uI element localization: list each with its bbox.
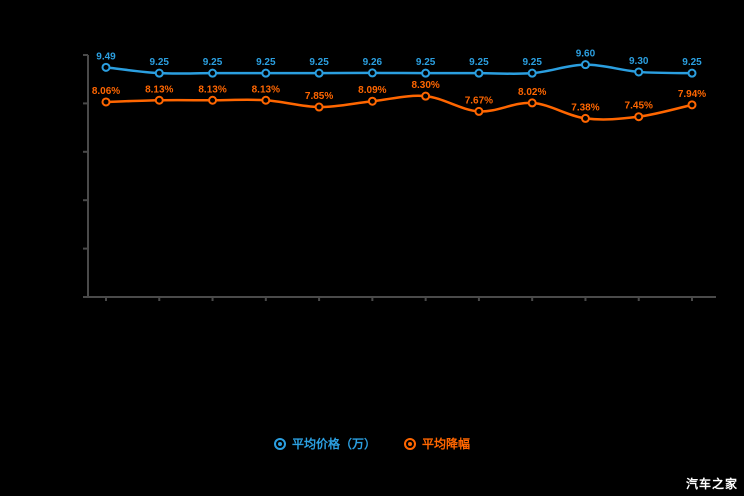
data-label-1-3: 8.13% <box>252 84 280 95</box>
data-point-1-2[interactable] <box>208 95 218 105</box>
data-point-1-7[interactable] <box>474 106 484 116</box>
data-label-1-5: 8.09% <box>358 85 386 96</box>
data-label-0-10: 9.30 <box>629 56 649 67</box>
data-label-1-1: 8.13% <box>145 84 173 95</box>
legend-marker-avg-discount-icon <box>404 438 416 450</box>
data-label-1-0: 8.06% <box>92 86 120 97</box>
data-point-1-6[interactable] <box>421 91 431 101</box>
data-point-1-4[interactable] <box>314 102 324 112</box>
data-point-0-0[interactable] <box>101 62 111 72</box>
data-point-0-10[interactable] <box>634 67 644 77</box>
data-point-0-9[interactable] <box>580 60 590 70</box>
legend-marker-core <box>277 442 282 446</box>
legend-marker-avg-price-icon <box>273 438 286 450</box>
data-point-0-2[interactable] <box>208 68 218 78</box>
data-point-1-3[interactable] <box>261 95 271 105</box>
data-label-1-6: 8.30% <box>411 80 439 91</box>
legend-item-avg-discount[interactable]: 平均降幅 <box>404 438 470 450</box>
data-point-1-0[interactable] <box>101 97 111 107</box>
data-label-1-10: 7.45% <box>625 101 653 112</box>
data-point-1-8[interactable] <box>527 98 537 108</box>
data-point-0-1[interactable] <box>154 68 164 78</box>
data-point-1-10[interactable] <box>634 112 644 122</box>
data-label-1-4: 7.85% <box>305 91 333 102</box>
data-label-0-4: 9.25 <box>309 57 329 68</box>
legend-item-avg-price[interactable]: 平均价格（万） <box>273 437 376 451</box>
data-label-0-0: 9.49 <box>96 51 116 62</box>
data-point-1-11[interactable] <box>687 100 697 110</box>
legend-label-avg-price: 平均价格（万） <box>291 437 376 451</box>
data-label-1-11: 7.94% <box>678 89 706 100</box>
data-label-0-3: 9.25 <box>256 57 276 68</box>
data-label-0-9: 9.60 <box>576 49 596 60</box>
watermark-autohome: 汽车之家 <box>685 477 738 491</box>
data-label-0-2: 9.25 <box>203 57 223 68</box>
data-point-0-8[interactable] <box>527 68 537 78</box>
legend-label-avg-discount: 平均降幅 <box>422 437 471 451</box>
data-point-1-5[interactable] <box>367 96 377 106</box>
chart-legend: 平均价格（万） 平均降幅 <box>0 438 744 450</box>
data-label-0-8: 9.25 <box>522 57 542 68</box>
data-label-1-9: 7.38% <box>571 102 599 113</box>
data-point-0-4[interactable] <box>314 68 324 78</box>
data-point-0-3[interactable] <box>261 68 271 78</box>
series-line-1 <box>105 94 693 121</box>
data-label-1-2: 8.13% <box>198 84 226 95</box>
data-label-0-1: 9.25 <box>150 57 170 68</box>
data-point-0-7[interactable] <box>474 68 484 78</box>
data-label-0-7: 9.25 <box>469 57 489 68</box>
data-point-0-6[interactable] <box>421 68 431 78</box>
data-label-1-7: 7.67% <box>465 95 493 106</box>
data-label-1-8: 8.02% <box>518 87 546 98</box>
data-point-0-11[interactable] <box>687 68 697 78</box>
data-point-1-9[interactable] <box>580 113 590 123</box>
data-label-0-6: 9.25 <box>416 57 436 68</box>
legend-marker-core <box>408 442 412 446</box>
data-point-1-1[interactable] <box>154 95 164 105</box>
data-point-0-5[interactable] <box>367 68 377 78</box>
data-label-0-11: 9.25 <box>682 57 702 68</box>
data-label-0-5: 9.26 <box>363 57 383 68</box>
series-line-0 <box>105 63 693 76</box>
